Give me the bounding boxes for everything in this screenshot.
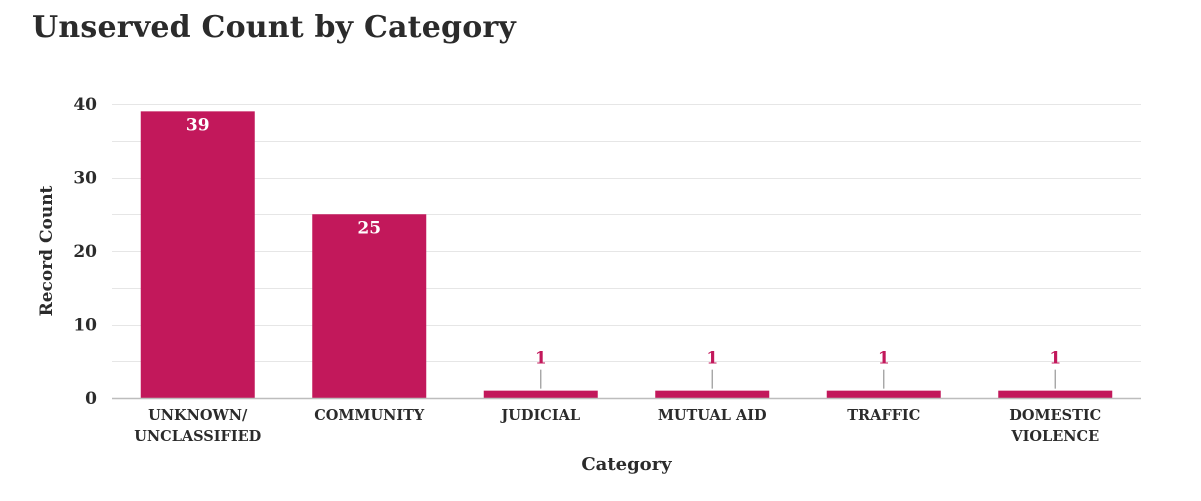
y-tick-label: 10 [73, 316, 97, 336]
bar [826, 390, 941, 398]
x-tick-label: UNKNOWN/UNCLASSIFIED [134, 407, 261, 445]
y-tick-label: 0 [85, 389, 97, 409]
bar [312, 214, 427, 398]
data-label: 1 [535, 349, 547, 369]
data-label: 1 [706, 349, 718, 369]
data-label: 39 [186, 115, 210, 135]
gridlines [112, 104, 1141, 362]
x-axis-ticks: UNKNOWN/UNCLASSIFIED COMMUNITY JUDICIAL MUT… [134, 407, 1101, 445]
y-tick-label: 40 [73, 95, 97, 115]
bar [483, 390, 598, 398]
data-label: 1 [1049, 349, 1061, 369]
x-tick-label: DOMESTIC VIOLENCE [1009, 407, 1101, 445]
y-tick-label: 20 [73, 242, 97, 262]
x-tick-label: TRAFFIC [847, 407, 920, 424]
chart-title: Unserved Count by Category [32, 10, 517, 45]
bar [140, 111, 255, 398]
x-tick-label: COMMUNITY [314, 407, 425, 424]
data-label: 1 [878, 349, 890, 369]
x-axis-title: Category [581, 454, 672, 475]
x-tick-label: JUDICIAL [499, 407, 580, 424]
y-axis-title: Record Count [37, 185, 57, 316]
bar [998, 390, 1113, 398]
data-label: 25 [357, 218, 381, 238]
bars [140, 111, 1113, 398]
x-tick-label: MUTUAL AID [658, 407, 767, 424]
y-tick-label: 30 [73, 169, 97, 189]
bar [655, 390, 770, 398]
y-axis-ticks: 0 10 20 30 40 [73, 95, 97, 409]
